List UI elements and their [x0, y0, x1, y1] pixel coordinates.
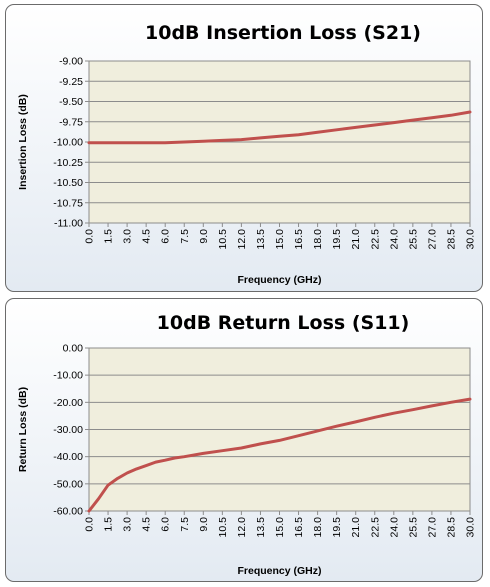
return-loss-x-tick-label: 10.5 [217, 517, 229, 538]
return-loss-y-tick-label: -20.00 [53, 397, 83, 409]
return-loss-x-tick-label: 13.5 [255, 517, 267, 538]
return-loss-x-tick-label: 1.5 [103, 517, 115, 532]
insertion-loss-x-tick-label: 21.0 [350, 229, 362, 250]
insertion-loss-x-tick-label: 18.0 [312, 229, 324, 250]
return-loss-x-tick-label: 3.0 [122, 517, 134, 532]
insertion-loss-x-tick-label: 15.0 [274, 229, 286, 250]
return-loss-x-tick-label: 22.5 [369, 517, 381, 538]
insertion-loss-y-tick-label: -10.00 [53, 137, 83, 149]
insertion-loss-x-tick-label: 13.5 [255, 229, 267, 250]
insertion-loss-chart: 10dB Insertion Loss (S21) -9.00 -9.25 -9.50… [5, 4, 483, 292]
insertion-loss-svg: 10dB Insertion Loss (S21) -9.00 -9.25 -9.50… [17, 22, 477, 286]
return-loss-x-tick-label: 0.0 [84, 517, 96, 532]
return-loss-svg: 10dB Return Loss (S11) 0.00 -10.00 -20.00 -3… [17, 312, 477, 577]
return-loss-x-tick-label: 12.0 [236, 517, 248, 538]
insertion-loss-x-tick-label: 22.5 [369, 229, 381, 250]
insertion-loss-x-tick-label: 19.5 [331, 229, 343, 250]
insertion-loss-y-axis-label: Insertion Loss (dB) [17, 94, 29, 190]
return-loss-y-tick-label: -30.00 [53, 424, 83, 436]
return-loss-x-axis-label: Frequency (GHz) [237, 565, 321, 577]
return-loss-x-tick-label: 24.0 [388, 517, 400, 538]
insertion-loss-x-tick-label: 1.5 [103, 229, 115, 244]
return-loss-x-tick-label: 27.0 [426, 517, 438, 538]
return-loss-x-tick-label: 18.0 [312, 517, 324, 538]
return-loss-x-tick-label: 16.5 [293, 517, 305, 538]
insertion-loss-x-tick-label: 7.5 [179, 229, 191, 244]
insertion-loss-y-tick-label: -9.50 [59, 96, 83, 108]
insertion-loss-x-axis-label: Frequency (GHz) [237, 274, 321, 286]
return-loss-x-tick-label: 7.5 [179, 517, 191, 532]
return-loss-chart: 10dB Return Loss (S11) 0.00 -10.00 -20.00 -3… [5, 298, 483, 582]
insertion-loss-x-tick-label: 27.0 [426, 229, 438, 250]
return-loss-x-tick-label: 9.0 [198, 517, 210, 532]
return-loss-x-tick-label: 21.0 [350, 517, 362, 538]
return-loss-y-tick-label: -50.00 [53, 478, 83, 490]
insertion-loss-x-tick-label: 12.0 [236, 229, 248, 250]
return-loss-x-tick-label: 30.0 [465, 517, 477, 538]
return-loss-y-tick-label: -40.00 [53, 451, 83, 463]
insertion-loss-y-tick-label: -10.50 [53, 177, 83, 189]
insertion-loss-x-tick-label: 25.5 [407, 229, 419, 250]
return-loss-x-tick-label: 19.5 [331, 517, 343, 538]
insertion-loss-x-tick-label: 0.0 [84, 229, 96, 244]
return-loss-y-axis-label: Return Loss (dB) [17, 387, 29, 472]
return-loss-x-tick-label: 15.0 [274, 517, 286, 538]
insertion-loss-x-tick-label: 9.0 [198, 229, 210, 244]
return-loss-x-tick-label: 4.5 [141, 517, 153, 532]
insertion-loss-x-tick-label: 6.0 [160, 229, 172, 244]
insertion-loss-y-tick-label: -9.25 [59, 76, 83, 88]
return-loss-title: 10dB Return Loss (S11) [157, 312, 410, 334]
insertion-loss-x-tick-label: 16.5 [293, 229, 305, 250]
return-loss-y-tick-label: 0.00 [63, 343, 84, 355]
return-loss-series-line [87, 397, 472, 513]
return-loss-x-tick-label: 25.5 [407, 517, 419, 538]
insertion-loss-x-tick-label: 30.0 [465, 229, 477, 250]
insertion-loss-title: 10dB Insertion Loss (S21) [145, 22, 421, 44]
return-loss-x-tick-label: 6.0 [160, 517, 172, 532]
insertion-loss-x-tick-label: 10.5 [217, 229, 229, 250]
return-loss-x-tick-label: 28.5 [445, 517, 457, 538]
insertion-loss-x-tick-label: 4.5 [141, 229, 153, 244]
insertion-loss-x-tick-label: 3.0 [122, 229, 134, 244]
return-loss-y-tick-label: -10.00 [53, 370, 83, 382]
insertion-loss-series-line [87, 110, 472, 145]
insertion-loss-x-tick-label: 24.0 [388, 229, 400, 250]
insertion-loss-y-tick-label: -9.75 [59, 116, 83, 128]
insertion-loss-y-tick-label: -11.00 [54, 218, 83, 230]
insertion-loss-y-tick-label: -9.00 [59, 56, 83, 68]
insertion-loss-y-tick-label: -10.25 [53, 157, 83, 169]
insertion-loss-y-tick-label: -10.75 [53, 197, 83, 209]
return-loss-y-tick-label: -60.00 [53, 506, 83, 518]
insertion-loss-x-tick-label: 28.5 [445, 229, 457, 250]
